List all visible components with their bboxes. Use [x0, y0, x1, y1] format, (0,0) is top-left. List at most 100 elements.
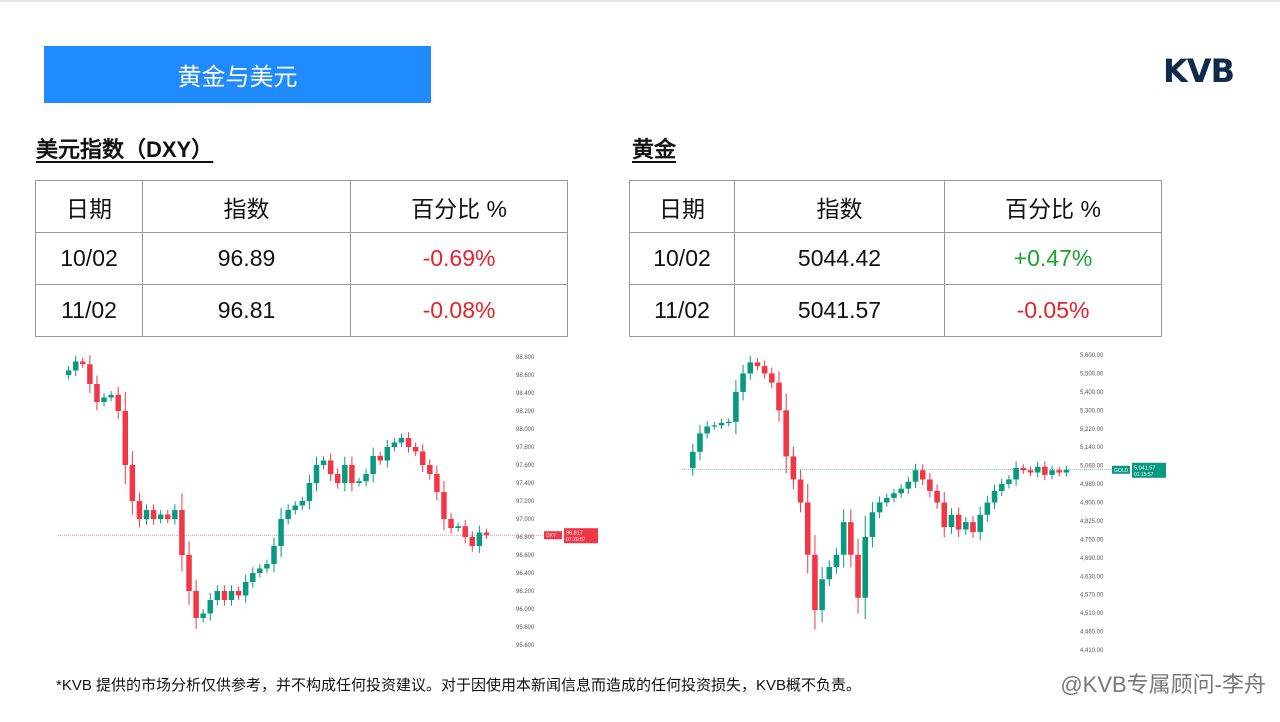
candle — [1049, 470, 1055, 475]
countdown-timer: 07:20:57 — [566, 537, 586, 543]
candle — [725, 421, 732, 423]
candle — [419, 451, 426, 465]
candle — [970, 522, 976, 532]
candle — [783, 410, 789, 457]
header-date: 日期 — [35, 180, 143, 233]
candle — [412, 447, 419, 452]
cell-index: 96.89 — [142, 232, 351, 285]
candle — [769, 373, 775, 383]
candle — [462, 526, 468, 537]
candle — [898, 488, 904, 494]
candle — [278, 519, 284, 546]
cell-percent: -0.08% — [350, 284, 568, 337]
table-row: 11/02 96.81 -0.08% — [35, 284, 568, 337]
candle — [264, 564, 270, 569]
candle — [1013, 467, 1019, 480]
y-tick-label: 4,460.00 — [1080, 630, 1104, 636]
candle — [250, 573, 256, 582]
candle — [157, 514, 164, 519]
candle — [320, 460, 327, 465]
candle — [363, 474, 369, 482]
header-percent: 百分比 % — [350, 180, 568, 233]
y-tick-label: 97.600 — [516, 463, 535, 469]
dxy-table: 日期 指数 百分比 % 10/02 96.89 -0.69% 11/02 96.… — [35, 180, 568, 337]
candle — [862, 536, 869, 598]
table-header-row: 日期 指数 百分比 % — [629, 180, 1162, 233]
y-tick-label: 4,410.00 — [1080, 648, 1104, 654]
section-banner: 黄金与美元 — [44, 46, 431, 103]
candle — [869, 512, 876, 537]
watermark: @KVB专属顾问-李舟 — [1060, 672, 1266, 697]
candle — [349, 465, 355, 483]
candle — [228, 591, 235, 600]
last-price-label: 96.817 — [566, 531, 583, 537]
candle — [697, 433, 703, 452]
y-tick-label: 5,600.00 — [1080, 353, 1104, 359]
candle — [754, 362, 761, 367]
candle — [271, 546, 277, 564]
candle — [948, 514, 955, 528]
cell-index: 5044.42 — [734, 232, 945, 285]
candle — [804, 502, 811, 555]
y-tick-label: 4,900.00 — [1080, 501, 1104, 507]
candle — [984, 502, 991, 515]
candle — [776, 382, 782, 411]
cell-percent: -0.69% — [350, 232, 568, 285]
candle — [797, 479, 804, 503]
candle — [883, 497, 890, 503]
candle — [819, 579, 825, 611]
candle — [370, 456, 376, 474]
symbol-tag — [1112, 465, 1130, 474]
y-tick-label: 98.200 — [516, 409, 535, 415]
candle — [313, 465, 320, 483]
candle — [689, 451, 696, 468]
cell-percent: -0.05% — [944, 284, 1162, 337]
candle — [455, 526, 461, 528]
y-tick-label: 97.400 — [516, 481, 535, 487]
candle — [855, 554, 861, 598]
candle — [242, 582, 249, 596]
countdown-timer: 01:15:57 — [1134, 472, 1154, 478]
symbol-label: DXY — [546, 533, 557, 539]
candle — [342, 465, 348, 483]
candle — [848, 522, 854, 555]
candle — [476, 532, 483, 546]
candle — [977, 514, 983, 532]
header-date: 日期 — [629, 180, 735, 233]
candle — [1063, 469, 1070, 473]
dxy-title: 美元指数（DXY） — [36, 137, 214, 162]
candle — [1006, 479, 1012, 485]
candle — [122, 411, 129, 465]
candle — [405, 438, 412, 447]
table-row: 10/02 5044.42 +0.47% — [629, 232, 1162, 285]
candle — [740, 373, 746, 392]
candle — [704, 426, 710, 434]
candle — [87, 364, 93, 384]
candle — [257, 568, 263, 573]
top-divider — [0, 0, 1280, 2]
y-tick-label: 4,750.00 — [1080, 537, 1104, 543]
candle — [998, 484, 1005, 491]
candle — [115, 394, 121, 411]
candle — [955, 514, 962, 530]
y-tick-label: 4,510.00 — [1080, 611, 1104, 617]
dxy-candlestick-chart: 98.800 98.600 98.400 98.200 98.000 97.800 97.6… — [58, 355, 598, 649]
header-index: 指数 — [142, 180, 351, 233]
candle — [72, 361, 79, 371]
candle — [1042, 466, 1048, 475]
candle — [80, 361, 86, 365]
candle — [207, 600, 214, 614]
cell-date: 11/02 — [629, 284, 735, 337]
cell-percent: +0.47% — [944, 232, 1162, 285]
candle — [434, 474, 440, 492]
candle — [384, 447, 391, 461]
candle — [934, 490, 940, 503]
candle — [718, 422, 725, 426]
candle — [299, 501, 306, 506]
gold-title: 黄金 — [632, 137, 677, 162]
candle — [1020, 467, 1027, 471]
candle — [143, 510, 150, 519]
y-tick-label: 96.400 — [516, 571, 535, 577]
candle — [469, 537, 476, 546]
y-tick-label: 5,220.00 — [1080, 427, 1104, 433]
